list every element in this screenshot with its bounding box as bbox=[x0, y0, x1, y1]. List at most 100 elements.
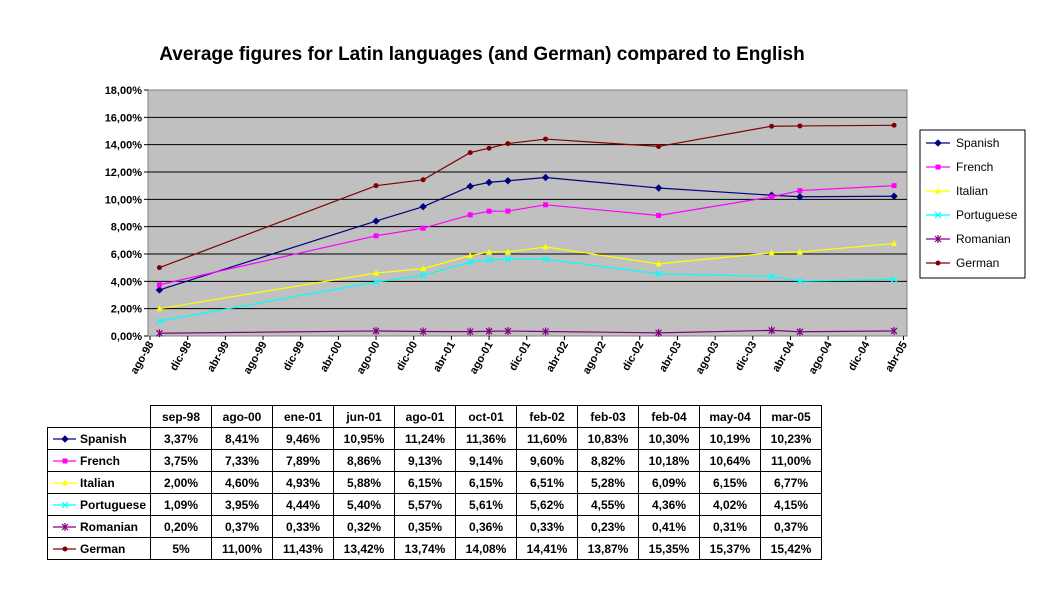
data-point-italian bbox=[504, 248, 511, 255]
y-tick-label: 8,00% bbox=[111, 222, 142, 234]
data-point-german bbox=[769, 123, 775, 129]
x-tick-label: abr-05 bbox=[883, 340, 910, 375]
data-point-spanish bbox=[466, 182, 474, 191]
table-cell: 5,61% bbox=[455, 493, 518, 516]
table-cell: 10,23% bbox=[760, 427, 823, 450]
table-cell: 11,60% bbox=[516, 427, 579, 450]
table-cell: 5,28% bbox=[577, 471, 640, 494]
x-tick-label: abr-99 bbox=[205, 340, 232, 375]
table-cell: 8,82% bbox=[577, 449, 640, 472]
legend-item-german: German bbox=[926, 256, 999, 270]
data-point-romanian bbox=[655, 328, 663, 337]
data-point-french bbox=[543, 202, 549, 208]
legend-label-german: German bbox=[956, 256, 999, 270]
legend-label-romanian: Romanian bbox=[956, 232, 1011, 246]
table-corner bbox=[47, 405, 152, 428]
table-marker-german bbox=[62, 546, 68, 552]
data-point-french bbox=[467, 212, 473, 218]
table-cell: 11,43% bbox=[272, 537, 335, 560]
legend-marker-portuguese bbox=[934, 211, 942, 219]
table-cell: 11,36% bbox=[455, 427, 518, 450]
table-cell: 15,42% bbox=[760, 537, 823, 560]
table-cell: 5,88% bbox=[333, 471, 396, 494]
y-tick-label: 16,00% bbox=[105, 112, 143, 124]
data-point-german bbox=[505, 141, 511, 147]
data-point-italian bbox=[373, 269, 380, 276]
data-point-portuguese bbox=[890, 275, 898, 283]
data-point-portuguese bbox=[542, 255, 550, 263]
table-legend-key-italian bbox=[53, 479, 76, 486]
x-tick-label: dic-98 bbox=[168, 340, 194, 374]
data-point-french bbox=[156, 282, 162, 288]
table-cell: 5,40% bbox=[333, 493, 396, 516]
x-tick-label: abr-03 bbox=[657, 340, 684, 375]
x-tick-label: dic-00 bbox=[394, 340, 420, 374]
x-tick-label: ago-03 bbox=[694, 340, 722, 377]
table-cell: 15,37% bbox=[699, 537, 762, 560]
data-point-german bbox=[543, 136, 549, 142]
table-row-label: French bbox=[80, 453, 121, 468]
data-point-portuguese bbox=[485, 256, 493, 264]
table-column-header: may-04 bbox=[699, 405, 762, 428]
table-cell: 3,37% bbox=[150, 427, 213, 450]
data-point-spanish bbox=[485, 178, 493, 187]
table-cell: 0,31% bbox=[699, 515, 762, 538]
legend-marker-spanish bbox=[934, 139, 942, 147]
table-cell: 0,23% bbox=[577, 515, 640, 538]
data-point-italian bbox=[467, 252, 474, 259]
table-column-header: ago-01 bbox=[394, 405, 457, 428]
data-point-french bbox=[505, 208, 511, 214]
table-row-label: Spanish bbox=[80, 431, 127, 446]
data-point-romanian bbox=[485, 327, 493, 336]
table-cell: 10,30% bbox=[638, 427, 701, 450]
data-point-spanish bbox=[890, 192, 898, 200]
table-legend-key-spanish bbox=[53, 435, 76, 444]
table-cell: 6,77% bbox=[760, 471, 823, 494]
x-tick-label: ago-01 bbox=[468, 340, 496, 377]
table-cell: 14,08% bbox=[455, 537, 518, 560]
table-row-romanian: Romanian 0,20% 0,37% 0,33% 0,32% 0,35% 0,36% 0,… bbox=[46, 515, 823, 538]
table-cell: 11,24% bbox=[394, 427, 457, 450]
x-tick-label: dic-03 bbox=[733, 340, 759, 374]
table-cell: 0,32% bbox=[333, 515, 396, 538]
y-tick-label: 4,00% bbox=[111, 276, 142, 288]
x-tick-label: dic-01 bbox=[507, 340, 533, 374]
data-point-italian bbox=[156, 305, 163, 312]
table-row-spanish: Spanish 3,37% 8,41% 9,46% 10,95% 11,24% 11,36%… bbox=[46, 427, 823, 450]
data-point-german bbox=[891, 122, 897, 128]
table-column-header: feb-02 bbox=[516, 405, 579, 428]
y-tick-label: 18,00% bbox=[105, 85, 143, 97]
x-tick-label: abr-02 bbox=[544, 340, 571, 375]
table-cell: 10,18% bbox=[638, 449, 701, 472]
data-point-french bbox=[656, 212, 662, 218]
table-legend-key-german bbox=[53, 546, 76, 552]
x-tick-label: ago-98 bbox=[128, 340, 156, 377]
table-row-header: French bbox=[46, 449, 152, 472]
data-point-german bbox=[156, 265, 162, 271]
data-point-portuguese bbox=[768, 272, 776, 280]
table-cell: 0,41% bbox=[638, 515, 701, 538]
table-column-header: ago-00 bbox=[211, 405, 274, 428]
table-row-label: Romanian bbox=[80, 519, 139, 534]
data-point-italian bbox=[420, 265, 427, 272]
table-marker-romanian bbox=[61, 523, 69, 532]
table-cell: 6,51% bbox=[516, 471, 579, 494]
table-cell: 15,35% bbox=[638, 537, 701, 560]
x-tick-label: ago-00 bbox=[355, 340, 383, 377]
table-marker-portuguese bbox=[61, 501, 69, 509]
table-column-header: mar-05 bbox=[760, 405, 823, 428]
data-point-romanian bbox=[504, 327, 512, 336]
data-point-german bbox=[486, 145, 492, 151]
legend-label-italian: Italian bbox=[956, 184, 988, 198]
table-cell: 6,09% bbox=[638, 471, 701, 494]
y-tick-label: 2,00% bbox=[111, 304, 142, 316]
table-legend-key-portuguese bbox=[53, 501, 76, 509]
table-cell: 6,15% bbox=[699, 471, 762, 494]
table-cell: 0,37% bbox=[760, 515, 823, 538]
table-cell: 4,93% bbox=[272, 471, 335, 494]
table-cell: 9,13% bbox=[394, 449, 457, 472]
y-tick-label: 14,00% bbox=[105, 140, 143, 152]
table-column-header: feb-03 bbox=[577, 405, 640, 428]
table-cell: 3,75% bbox=[150, 449, 213, 472]
table-cell: 10,95% bbox=[333, 427, 396, 450]
